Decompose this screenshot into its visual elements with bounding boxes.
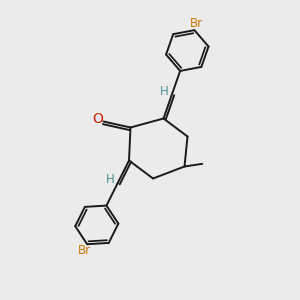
Text: Br: Br [78,244,91,256]
Text: H: H [160,85,168,98]
Text: O: O [93,112,104,126]
Text: Br: Br [190,17,203,30]
Text: H: H [106,173,115,186]
